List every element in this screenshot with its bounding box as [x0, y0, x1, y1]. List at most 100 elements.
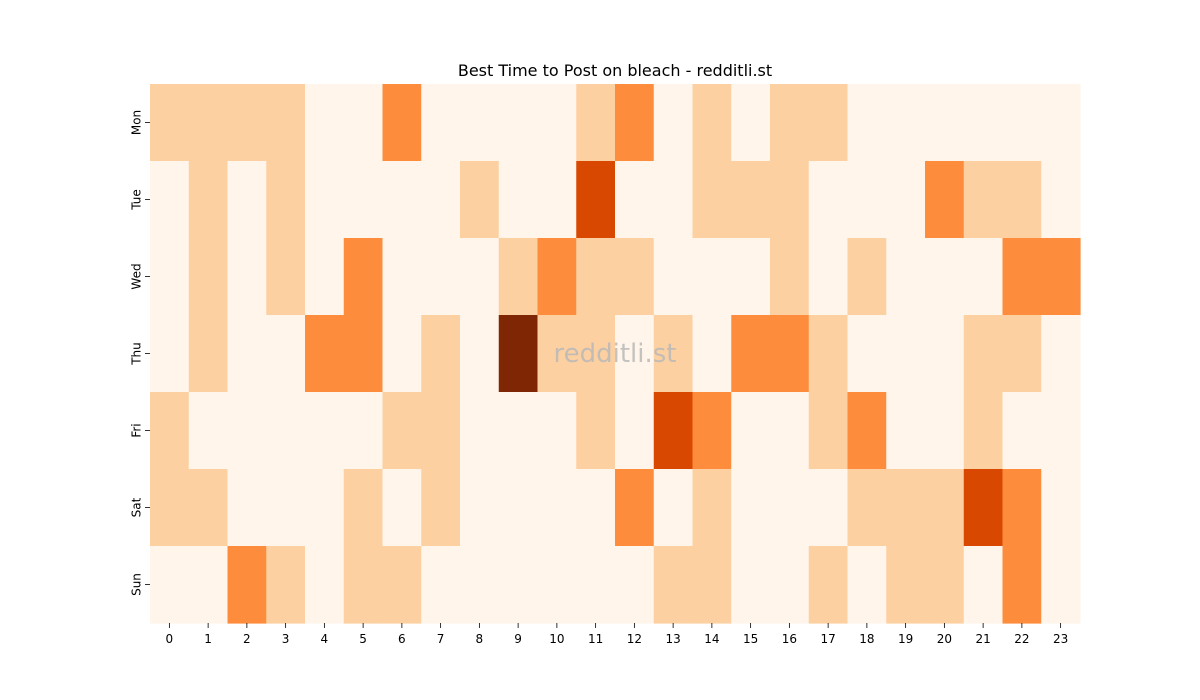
y-tick-label: Thu	[130, 342, 144, 366]
heatmap-cell-sun-14	[692, 546, 732, 624]
x-tick-label: 19	[898, 632, 913, 646]
heatmap-cell-thu-3	[266, 315, 306, 393]
heatmap-cell-fri-11	[576, 392, 616, 470]
heatmap-cell-sat-17	[808, 469, 849, 547]
heatmap-cell-thu-8	[460, 315, 500, 393]
heatmap-cell-wed-16	[770, 238, 810, 316]
heatmap-cell-mon-2	[227, 84, 267, 162]
heatmap-cell-tue-21	[963, 161, 1004, 239]
heatmap-cell-mon-4	[305, 84, 345, 162]
heatmap-cell-thu-0	[150, 315, 190, 393]
x-tick-label: 6	[398, 632, 406, 646]
heatmap-cell-sun-22	[1002, 546, 1042, 624]
heatmap-cell-tue-0	[150, 161, 190, 239]
heatmap-cell-wed-7	[421, 238, 461, 316]
x-tick-label: 16	[782, 632, 797, 646]
heatmap-cell-tue-2	[227, 161, 267, 239]
x-tick-label: 5	[359, 632, 367, 646]
heatmap-cell-mon-16	[770, 84, 810, 162]
heatmap-cell-thu-9	[498, 315, 539, 393]
x-tick-label: 0	[166, 632, 174, 646]
heatmap-cell-fri-14	[692, 392, 732, 470]
heatmap-cell-wed-11	[576, 238, 616, 316]
y-tick-label: Tue	[130, 189, 144, 211]
heatmap-cell-mon-13	[653, 84, 694, 162]
heatmap-cell-sun-7	[421, 546, 461, 624]
heatmap-cell-sat-23	[1041, 469, 1081, 547]
heatmap-cell-sun-9	[498, 546, 539, 624]
heatmap-cell-thu-17	[808, 315, 849, 393]
heatmap-cell-tue-3	[266, 161, 306, 239]
heatmap-cell-thu-1	[188, 315, 229, 393]
heatmap-cell-sat-9	[498, 469, 539, 547]
heatmap-cell-wed-13	[653, 238, 694, 316]
heatmap-cell-wed-19	[886, 238, 926, 316]
heatmap-cell-mon-7	[421, 84, 461, 162]
heatmap-cell-tue-10	[537, 161, 577, 239]
heatmap-cell-sun-16	[770, 546, 810, 624]
heatmap-cell-sat-13	[653, 469, 694, 547]
heatmap-cell-mon-19	[886, 84, 926, 162]
heatmap-cell-thu-19	[886, 315, 926, 393]
heatmap-cell-fri-12	[615, 392, 655, 470]
x-tick-label: 8	[476, 632, 484, 646]
heatmap-cell-sun-15	[731, 546, 771, 624]
heatmap-cell-sat-6	[382, 469, 422, 547]
heatmap-cell-sun-13	[653, 546, 694, 624]
heatmap-cell-sat-11	[576, 469, 616, 547]
heatmap-cell-mon-17	[808, 84, 849, 162]
heatmap-cell-sat-1	[188, 469, 229, 547]
heatmap-cell-sun-10	[537, 546, 577, 624]
heatmap-cell-tue-12	[615, 161, 655, 239]
heatmap-cell-fri-23	[1041, 392, 1081, 470]
watermark: redditli.st	[554, 339, 677, 369]
x-tick-label: 21	[975, 632, 990, 646]
heatmap-cell-sat-21	[963, 469, 1004, 547]
heatmap-cell-wed-18	[847, 238, 887, 316]
heatmap-cell-mon-15	[731, 84, 771, 162]
heatmap-cell-fri-3	[266, 392, 306, 470]
heatmap-cell-wed-1	[188, 238, 229, 316]
heatmap-cell-sat-10	[537, 469, 577, 547]
heatmap-cell-mon-9	[498, 84, 539, 162]
heatmap-cell-fri-13	[653, 392, 694, 470]
x-tick-label: 2	[243, 632, 251, 646]
heatmap-cell-sat-4	[305, 469, 345, 547]
heatmap-cell-sun-20	[925, 546, 965, 624]
heatmap-cell-thu-6	[382, 315, 422, 393]
heatmap-cell-thu-15	[731, 315, 771, 393]
heatmap-cell-mon-12	[615, 84, 655, 162]
y-axis: Mon Tue Wed Thu Fri Sat Sun	[130, 110, 150, 596]
heatmap-cell-tue-5	[343, 161, 384, 239]
heatmap-cell-sat-15	[731, 469, 771, 547]
heatmap-cell-tue-17	[808, 161, 849, 239]
heatmap-cells	[150, 84, 1081, 624]
heatmap-cell-fri-18	[847, 392, 887, 470]
heatmap-cell-sat-2	[227, 469, 267, 547]
heatmap-cell-thu-5	[343, 315, 384, 393]
heatmap-cell-fri-4	[305, 392, 345, 470]
x-tick-label: 1	[204, 632, 212, 646]
heatmap-cell-sun-2	[227, 546, 267, 624]
heatmap-cell-wed-23	[1041, 238, 1081, 316]
heatmap-cell-fri-2	[227, 392, 267, 470]
heatmap-cell-wed-21	[963, 238, 1004, 316]
y-tick-label: Sun	[130, 573, 144, 596]
heatmap-cell-mon-23	[1041, 84, 1081, 162]
y-tick-label: Mon	[130, 110, 144, 135]
heatmap-cell-wed-17	[808, 238, 849, 316]
heatmap-cell-sun-3	[266, 546, 306, 624]
chart-title: Best Time to Post on bleach - redditli.s…	[458, 61, 772, 80]
heatmap-cell-sat-19	[886, 469, 926, 547]
heatmap-cell-sun-19	[886, 546, 926, 624]
heatmap-cell-fri-1	[188, 392, 229, 470]
heatmap-cell-fri-5	[343, 392, 384, 470]
heatmap-cell-fri-7	[421, 392, 461, 470]
heatmap-cell-tue-19	[886, 161, 926, 239]
heatmap-cell-tue-4	[305, 161, 345, 239]
heatmap-cell-sat-18	[847, 469, 887, 547]
heatmap-cell-mon-8	[460, 84, 500, 162]
heatmap-cell-mon-18	[847, 84, 887, 162]
heatmap-cell-fri-21	[963, 392, 1004, 470]
heatmap-cell-thu-10	[537, 315, 577, 393]
